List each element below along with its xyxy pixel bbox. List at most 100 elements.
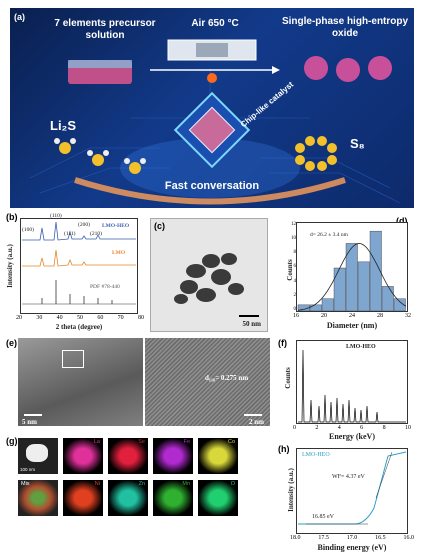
scale-bar-right [244,414,262,416]
scale-bar-left-label: 5 nm [22,418,37,426]
s8-label: S₈ [350,136,365,151]
eds-x-tick: 2 [315,425,319,431]
hist-x-tick: 28 [377,313,383,319]
map-label: Ni [94,481,100,487]
hrtem-image-right: d₁₁₀= 0.275 nm 2 nm [145,338,270,426]
peak-label-200: (200) [78,222,90,228]
scale-bar-label: 50 nm [242,320,261,328]
xrd-tick: 30 [36,315,43,321]
histogram-bar [297,304,310,312]
panel-letter-g: (g) [6,436,18,446]
xrd-x-axis-label: 2 theta (degree) [55,323,103,331]
histogram-bar [369,230,382,312]
panel-letter-c: (c) [154,221,165,231]
series-label-heo: LMO-HEO [102,223,130,229]
fast-conversion-label: Fast conversation [164,180,260,192]
map-label: La [93,439,100,445]
hist-x-tick: 20 [321,313,327,319]
distribution-annotation: d= 26.2 ± 3.4 nm [310,232,348,238]
eds-x-axis-label: Energy (keV) [329,432,375,441]
xrd-tick: 20 [16,315,22,321]
eds-x-tick: 4 [337,425,341,431]
map-label: Se [138,439,145,445]
series-label-lmo: LMO [112,250,126,256]
xrd-tick: 50 [76,315,83,321]
xrd-plot: (100) (110) (111) (200) (210) LMO-HEO LM… [20,213,138,314]
xrd-y-axis-label: Intensity (a.u.) [6,244,14,288]
ups-y-axis-label: Intensity (a.u.) [287,468,295,512]
xrd-tick: 70 [117,315,124,321]
eds-x-tick: 6 [360,425,364,431]
map-label: O [230,481,235,487]
map-label: Co [227,439,235,445]
air-temperature-label: Air 650 °C [191,18,239,29]
map-se: Se [108,438,148,474]
ups-x-tick: 18.0 [290,535,301,541]
histogram-bar [357,261,370,312]
ups-x-tick: 16.0 [403,535,415,541]
scale-bar-right-label: 2 nm [249,418,264,426]
hist-x-ticks: 16 20 24 28 32 [293,313,411,319]
peak-label-210: (210) [90,231,102,237]
map-haadf: 100 nm [18,438,58,474]
eds-title: LMO-HEO [346,344,376,350]
ups-x-axis-label: Binding energy (eV) [317,543,387,552]
histogram-bar [381,286,394,312]
ups-x-tick: 17.5 [318,535,329,541]
xrd-tick: 80 [137,315,144,321]
eds-spectrum [296,340,408,424]
lattice-spacing-label: d₁₁₀= 0.275 nm [205,374,249,382]
map-label: Mix [21,481,30,487]
scale-bar-left [24,414,42,416]
peak-label-100: (100) [22,227,34,233]
panel-letter-b: (b) [6,212,18,222]
histogram-plot: d= 26.2 ± 3.4 nm [296,222,408,312]
ups-x-tick: 16.5 [375,535,386,541]
panel-letter-h: (h) [278,444,290,454]
hist-x-tick: 16 [293,313,299,319]
map-la: La [63,438,103,474]
series-label-pdf: PDF #78-440 [90,284,120,290]
map-ni: Ni [63,480,103,516]
peak-label-110: (110) [50,213,62,219]
eds-plot: LMO-HEO [296,340,408,424]
work-function-annotation: WF= 4.37 eV [332,474,365,480]
hist-x-tick: 32 [405,313,411,319]
histogram-bar [333,267,346,312]
histogram-bar [321,298,334,312]
histogram-bar [309,304,322,312]
scale-bar [239,315,259,317]
haadf-particle [26,444,48,462]
eds-x-ticks: 0 2 4 6 8 10 [293,425,411,431]
single-phase-label: Single-phase high-entropy oxide [281,16,409,39]
map-scale-label: 100 nm [20,467,36,472]
eds-x-tick: 8 [382,425,386,431]
map-o: O [198,480,238,516]
ups-spectrum [296,448,408,534]
panel-letter-f: (f) [278,338,287,348]
eds-y-axis-label: Counts [284,367,292,389]
map-mn: Mn [153,480,193,516]
hist-y-tick: 8 [293,250,297,256]
elemental-maps-grid: 100 nm La Se Fe Co Mix Ni Zn Mn O [18,438,246,550]
hist-y-tick: 10 [291,236,296,242]
panel-letter-d: (d) [396,216,408,226]
hist-y-tick: 0 [293,306,297,312]
panel-letter-a: (a) [14,12,25,22]
zoom-region-box [62,350,84,368]
tem-particles [174,253,244,304]
ups-legend: LMO-HEO [302,452,330,458]
eds-x-tick: 10 [404,425,411,431]
histogram-bar [393,298,406,312]
xrd-tick: 40 [56,315,63,321]
hist-y-ticks: 0 2 4 6 8 10 12 [290,222,296,312]
li2s-label: Li₂S [50,118,76,133]
hist-x-axis-label: Diameter (nm) [326,321,378,330]
map-co: Co [198,438,238,474]
ups-x-tick: 17.0 [346,535,358,541]
map-mix: Mix [18,480,58,516]
tem-image: (c) 50 nm [150,218,268,332]
panel-letter-e: (e) [6,338,17,348]
map-label: Mn [182,481,190,487]
histogram-svg [296,222,408,312]
